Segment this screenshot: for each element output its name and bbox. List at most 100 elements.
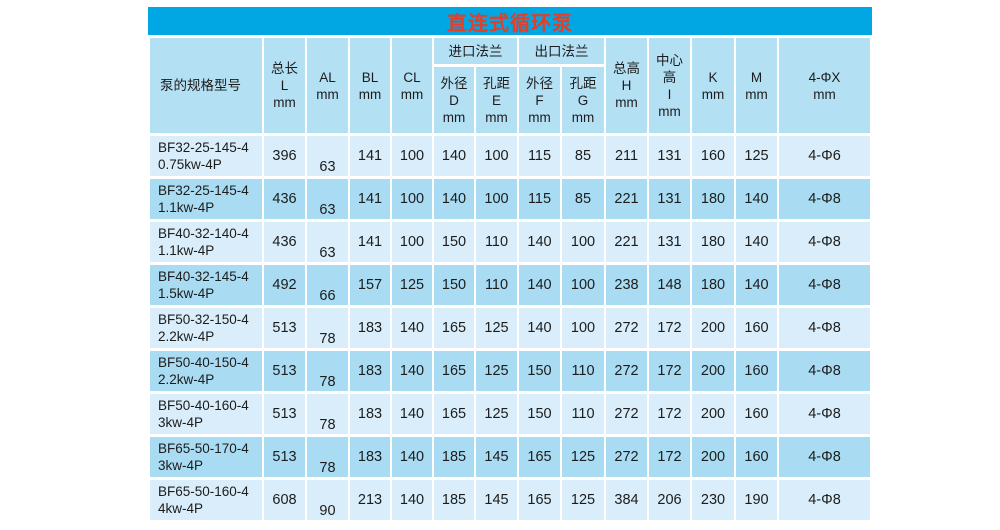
k-cell: 180 bbox=[692, 265, 734, 305]
model-cell: BF65-50-170-4 3kw-4P bbox=[150, 437, 262, 477]
table-row: BF50-40-160-4 3kw-4P 513 78 183 140 165 125 150… bbox=[150, 394, 870, 434]
col-header-outlet-od: 外径 F mm bbox=[519, 67, 560, 133]
outlet-pitch-cell: 110 bbox=[562, 351, 604, 391]
total-height-cell: 221 bbox=[606, 179, 647, 219]
center-height-cell: 206 bbox=[649, 480, 690, 520]
cl-cell: 140 bbox=[392, 480, 432, 520]
model-cell: BF65-50-160-4 4kw-4P bbox=[150, 480, 262, 520]
total-height-cell: 272 bbox=[606, 394, 647, 434]
inlet-pitch-cell: 100 bbox=[476, 179, 517, 219]
total-height-cell: 272 bbox=[606, 308, 647, 348]
bolt-holes-cell: 4-Φ6 bbox=[779, 136, 870, 176]
cl-cell: 140 bbox=[392, 351, 432, 391]
model-cell: BF50-40-150-4 2.2kw-4P bbox=[150, 351, 262, 391]
col-header-model: 泵的规格型号 bbox=[150, 38, 262, 133]
center-height-cell: 172 bbox=[649, 394, 690, 434]
bl-cell: 183 bbox=[350, 437, 390, 477]
m-cell: 160 bbox=[736, 308, 777, 348]
m-cell: 140 bbox=[736, 265, 777, 305]
outlet-pitch-cell: 85 bbox=[562, 179, 604, 219]
outlet-pitch-cell: 100 bbox=[562, 308, 604, 348]
total-height-cell: 238 bbox=[606, 265, 647, 305]
inlet-pitch-cell: 145 bbox=[476, 480, 517, 520]
al-cell: 78 bbox=[307, 308, 348, 348]
center-height-cell: 172 bbox=[649, 308, 690, 348]
col-header-k: K mm bbox=[692, 38, 734, 133]
total-length-cell: 513 bbox=[264, 437, 305, 477]
outlet-od-cell: 150 bbox=[519, 394, 560, 434]
cl-cell: 125 bbox=[392, 265, 432, 305]
outlet-od-cell: 115 bbox=[519, 136, 560, 176]
k-cell: 200 bbox=[692, 437, 734, 477]
pump-spec-table: 直连式循环泵 泵的规格型号 总长 L mm AL mm BL mm CL mm … bbox=[148, 7, 872, 523]
center-height-cell: 172 bbox=[649, 437, 690, 477]
cl-cell: 140 bbox=[392, 394, 432, 434]
col-header-inlet-od: 外径 D mm bbox=[434, 67, 474, 133]
total-height-cell: 211 bbox=[606, 136, 647, 176]
total-height-cell: 384 bbox=[606, 480, 647, 520]
inlet-pitch-cell: 125 bbox=[476, 351, 517, 391]
k-cell: 200 bbox=[692, 308, 734, 348]
center-height-cell: 131 bbox=[649, 222, 690, 262]
inlet-od-cell: 185 bbox=[434, 437, 474, 477]
bl-cell: 157 bbox=[350, 265, 390, 305]
bolt-holes-cell: 4-Φ8 bbox=[779, 308, 870, 348]
outlet-pitch-cell: 125 bbox=[562, 437, 604, 477]
bolt-holes-cell: 4-Φ8 bbox=[779, 480, 870, 520]
total-length-cell: 436 bbox=[264, 179, 305, 219]
table-row: BF32-25-145-4 1.1kw-4P 436 63 141 100 140 100 1… bbox=[150, 179, 870, 219]
bolt-holes-cell: 4-Φ8 bbox=[779, 222, 870, 262]
center-height-cell: 131 bbox=[649, 136, 690, 176]
outlet-pitch-cell: 85 bbox=[562, 136, 604, 176]
k-cell: 200 bbox=[692, 394, 734, 434]
al-cell: 63 bbox=[307, 179, 348, 219]
inlet-pitch-cell: 125 bbox=[476, 308, 517, 348]
inlet-od-cell: 140 bbox=[434, 179, 474, 219]
table-title: 直连式循环泵 bbox=[447, 12, 573, 35]
total-length-cell: 492 bbox=[264, 265, 305, 305]
table-row: BF40-32-145-4 1.5kw-4P 492 66 157 125 150 110 1… bbox=[150, 265, 870, 305]
model-cell: BF50-40-160-4 3kw-4P bbox=[150, 394, 262, 434]
outlet-pitch-cell: 125 bbox=[562, 480, 604, 520]
outlet-od-cell: 140 bbox=[519, 222, 560, 262]
k-cell: 180 bbox=[692, 222, 734, 262]
bolt-holes-cell: 4-Φ8 bbox=[779, 265, 870, 305]
inlet-pitch-cell: 110 bbox=[476, 222, 517, 262]
col-header-center-height: 中心 高 I mm bbox=[649, 38, 690, 133]
bl-cell: 141 bbox=[350, 222, 390, 262]
total-length-cell: 608 bbox=[264, 480, 305, 520]
al-cell: 66 bbox=[307, 265, 348, 305]
k-cell: 200 bbox=[692, 351, 734, 391]
outlet-od-cell: 140 bbox=[519, 265, 560, 305]
col-header-total-length: 总长 L mm bbox=[264, 38, 305, 133]
bolt-holes-cell: 4-Φ8 bbox=[779, 394, 870, 434]
bolt-holes-cell: 4-Φ8 bbox=[779, 351, 870, 391]
al-cell: 78 bbox=[307, 394, 348, 434]
inlet-pitch-cell: 125 bbox=[476, 394, 517, 434]
bl-cell: 213 bbox=[350, 480, 390, 520]
bl-cell: 183 bbox=[350, 351, 390, 391]
col-header-total-height: 总高 H mm bbox=[606, 38, 647, 133]
col-header-outlet-flange: 出口法兰 bbox=[519, 38, 604, 64]
al-cell: 78 bbox=[307, 437, 348, 477]
al-cell: 78 bbox=[307, 351, 348, 391]
col-header-cl: CL mm bbox=[392, 38, 432, 133]
total-height-cell: 221 bbox=[606, 222, 647, 262]
table-title-bar: 直连式循环泵 bbox=[148, 7, 872, 35]
m-cell: 160 bbox=[736, 437, 777, 477]
outlet-pitch-cell: 100 bbox=[562, 265, 604, 305]
inlet-od-cell: 165 bbox=[434, 394, 474, 434]
total-length-cell: 513 bbox=[264, 351, 305, 391]
col-header-inlet-flange: 进口法兰 bbox=[434, 38, 517, 64]
inlet-od-cell: 165 bbox=[434, 351, 474, 391]
model-cell: BF40-32-145-4 1.5kw-4P bbox=[150, 265, 262, 305]
bolt-holes-cell: 4-Φ8 bbox=[779, 179, 870, 219]
total-length-cell: 513 bbox=[264, 394, 305, 434]
table-header: 泵的规格型号 总长 L mm AL mm BL mm CL mm 进口法兰 出口… bbox=[150, 38, 870, 133]
m-cell: 160 bbox=[736, 351, 777, 391]
inlet-od-cell: 185 bbox=[434, 480, 474, 520]
total-length-cell: 396 bbox=[264, 136, 305, 176]
outlet-od-cell: 115 bbox=[519, 179, 560, 219]
table-body: BF32-25-145-4 0.75kw-4P 396 63 141 100 140 100… bbox=[150, 136, 870, 520]
